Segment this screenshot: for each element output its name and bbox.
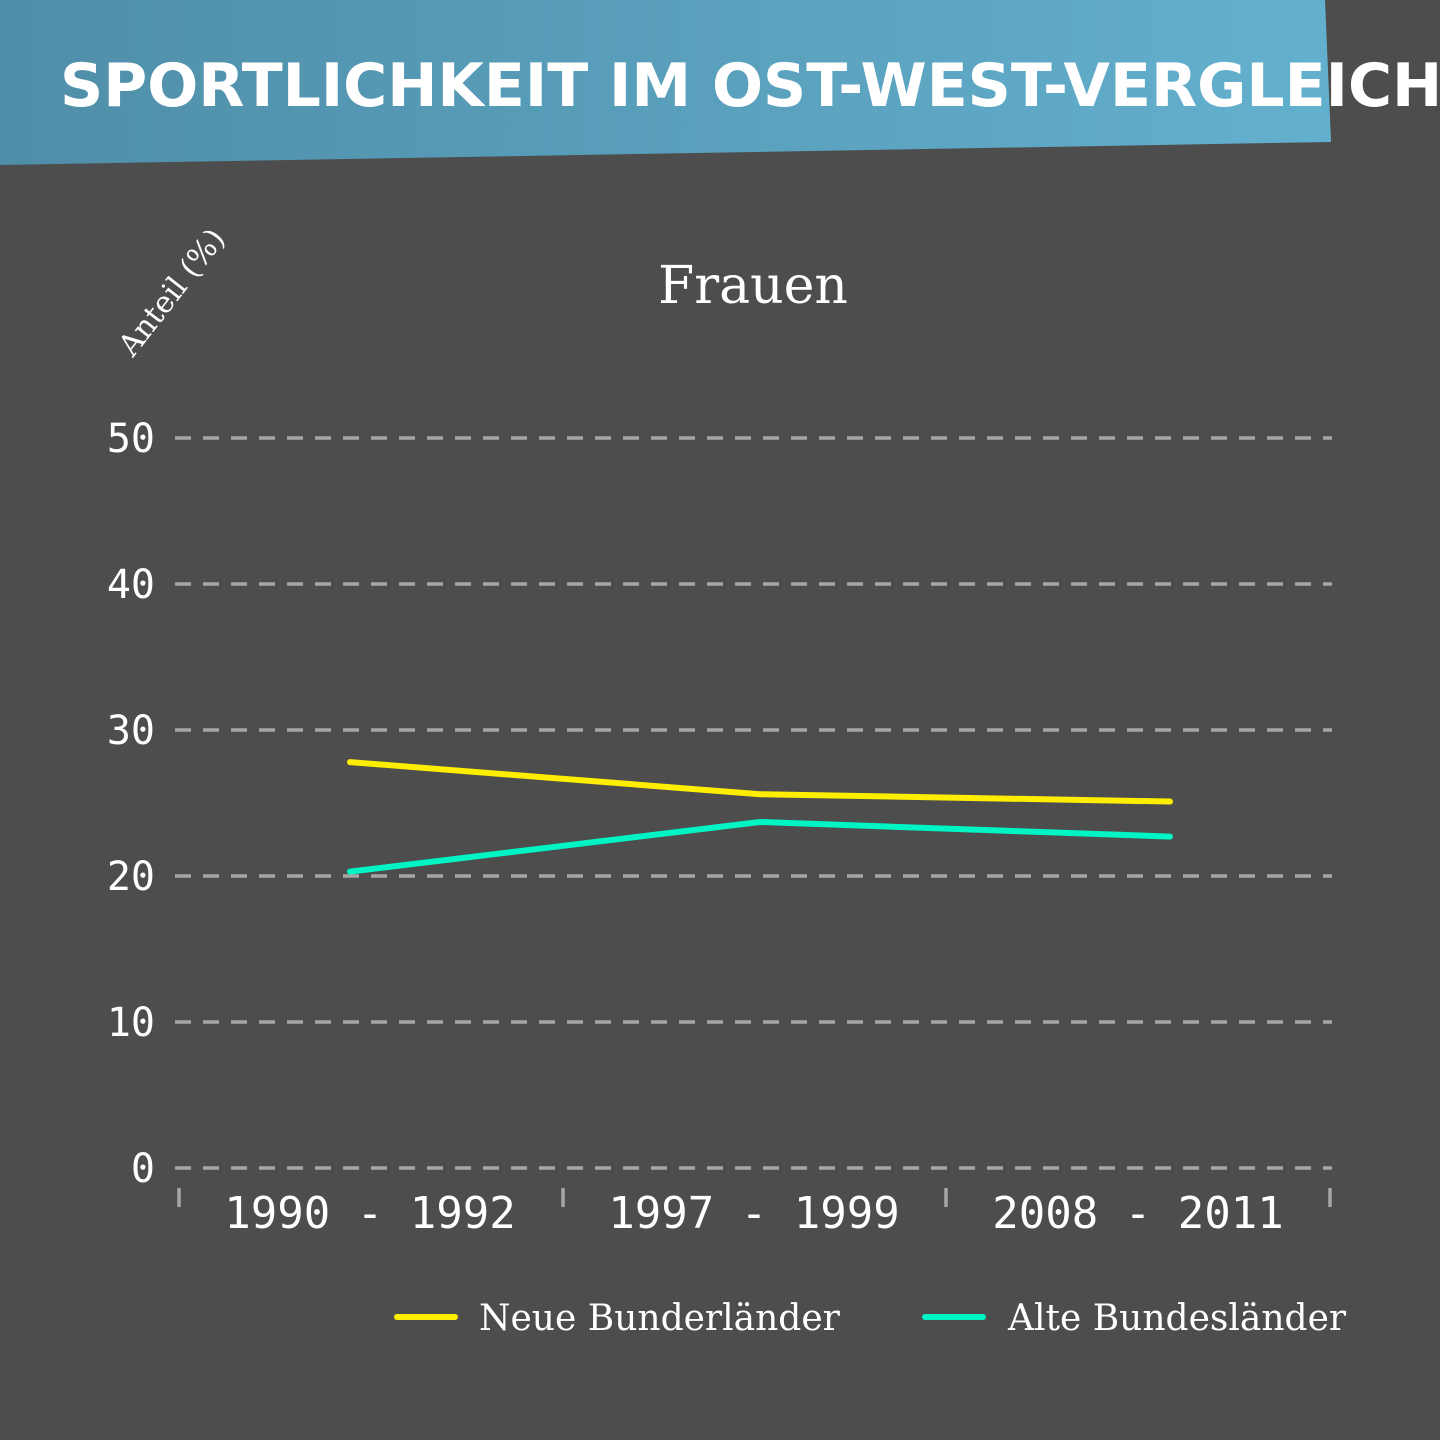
x-tick-label: 1990 - 1992 xyxy=(224,1188,515,1239)
series-line-neue xyxy=(347,759,1173,805)
title-banner xyxy=(0,0,1331,165)
y-tick-labels: 0 10 20 30 40 50 xyxy=(107,416,155,1192)
y-tick-label: 0 xyxy=(131,1146,155,1192)
legend-label: Alte Bundesländer xyxy=(1007,1298,1347,1339)
y-tick-label: 40 xyxy=(107,562,155,608)
x-tick-label: 2008 - 2011 xyxy=(992,1188,1283,1239)
y-tick-label: 10 xyxy=(107,1000,155,1046)
series-lines xyxy=(347,759,1173,875)
y-tick-label: 50 xyxy=(107,416,155,462)
y-axis-label: Anteil (%) xyxy=(111,222,232,364)
legend-label: Neue Bunderländer xyxy=(479,1298,841,1339)
y-tick-label: 20 xyxy=(107,854,155,900)
gridlines xyxy=(175,436,1332,1170)
y-tick-label: 30 xyxy=(107,708,155,754)
chart-subtitle: Frauen xyxy=(658,256,848,316)
x-tick-label: 1997 - 1999 xyxy=(608,1188,899,1239)
page-title: SPORTLICHKEIT IM OST-WEST-VERGLEICH xyxy=(60,51,1440,121)
x-tick-labels: 1990 - 1992 1997 - 1999 2008 - 2011 xyxy=(177,1188,1332,1239)
legend: Neue Bunderländer Alte Bundesländer xyxy=(394,1298,1347,1339)
series-line-alte xyxy=(347,818,1173,875)
